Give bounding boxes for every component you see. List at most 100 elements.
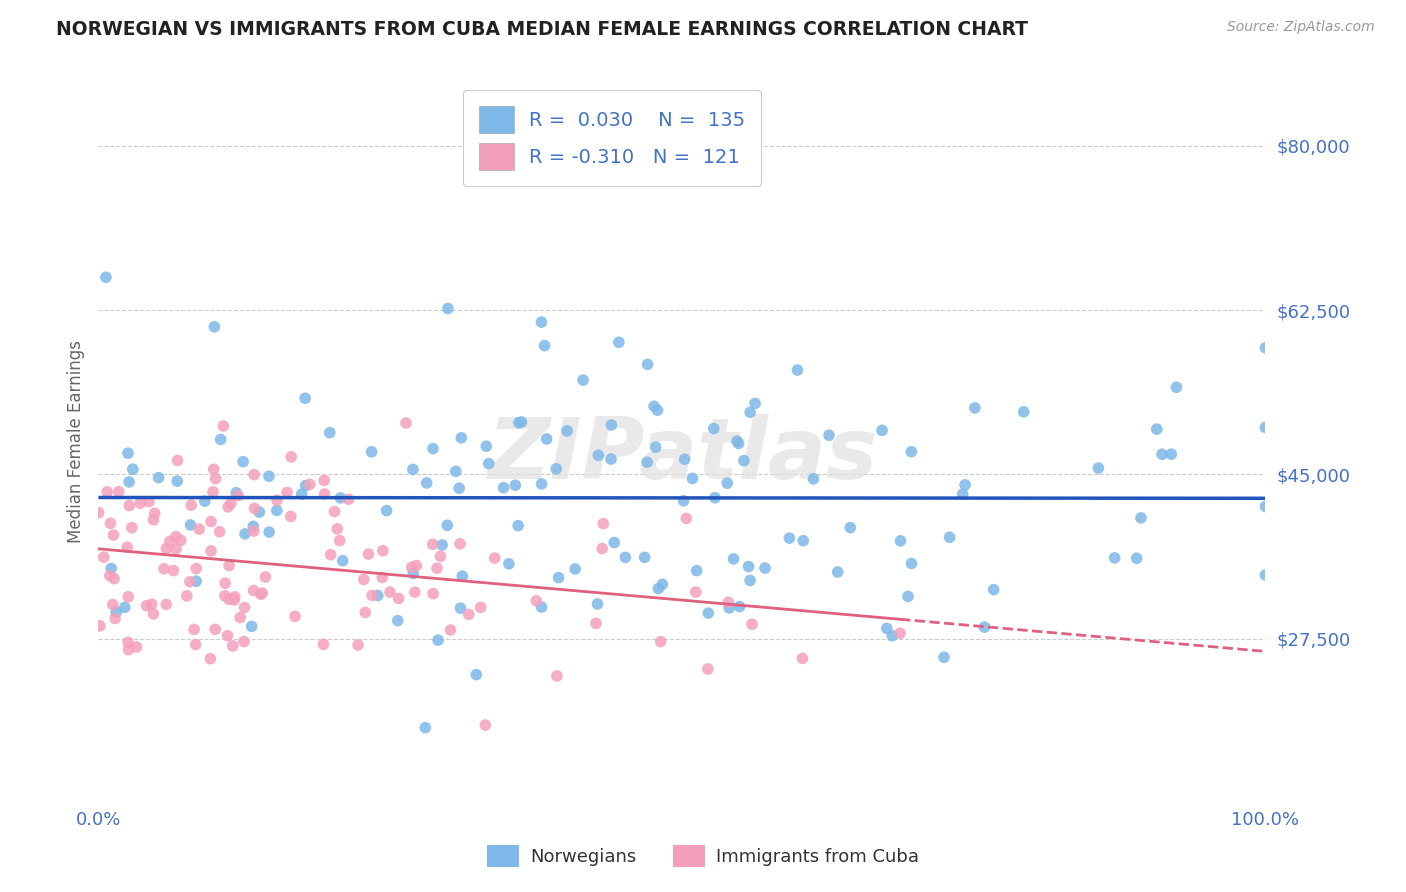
Point	[354, 606, 377, 620]
Point	[276, 485, 298, 500]
Point	[266, 493, 288, 508]
Point	[180, 498, 202, 512]
Point	[250, 586, 273, 600]
Point	[725, 434, 748, 449]
Point	[1254, 500, 1277, 514]
Point	[870, 423, 893, 437]
Point	[329, 491, 352, 505]
Point	[179, 574, 201, 589]
Point	[422, 587, 444, 601]
Point	[728, 599, 751, 614]
Point	[530, 476, 553, 491]
Point	[242, 583, 264, 598]
Point	[312, 637, 335, 651]
Point	[675, 511, 697, 525]
Point	[716, 476, 738, 491]
Point	[524, 594, 547, 608]
Point	[233, 600, 256, 615]
Point	[973, 620, 995, 634]
Point	[204, 623, 226, 637]
Point	[242, 519, 264, 533]
Point	[633, 550, 655, 565]
Point	[89, 619, 111, 633]
Point	[93, 550, 115, 565]
Point	[682, 471, 704, 485]
Point	[103, 528, 125, 542]
Point	[413, 721, 436, 735]
Point	[533, 338, 555, 352]
Point	[155, 598, 177, 612]
Point	[754, 561, 776, 575]
Point	[651, 577, 673, 591]
Point	[129, 496, 152, 510]
Point	[938, 530, 960, 544]
Point	[429, 549, 451, 564]
Point	[637, 358, 659, 372]
Point	[294, 391, 316, 405]
Point	[217, 500, 239, 514]
Point	[474, 718, 496, 732]
Point	[733, 453, 755, 467]
Point	[101, 598, 124, 612]
Point	[686, 564, 709, 578]
Point	[100, 561, 122, 575]
Point	[257, 469, 280, 483]
Point	[118, 499, 141, 513]
Point	[449, 537, 471, 551]
Point	[727, 436, 749, 450]
Point	[222, 593, 245, 607]
Point	[347, 638, 370, 652]
Point	[475, 439, 498, 453]
Point	[117, 446, 139, 460]
Point	[148, 470, 170, 484]
Point	[243, 501, 266, 516]
Point	[387, 614, 409, 628]
Point	[143, 506, 166, 520]
Point	[600, 452, 623, 467]
Point	[219, 496, 242, 510]
Point	[1104, 550, 1126, 565]
Point	[672, 493, 695, 508]
Point	[225, 485, 247, 500]
Point	[395, 416, 418, 430]
Point	[204, 472, 226, 486]
Point	[378, 585, 401, 599]
Point	[586, 597, 609, 611]
Point	[186, 561, 208, 575]
Point	[744, 396, 766, 410]
Point	[404, 585, 426, 599]
Point	[717, 595, 740, 609]
Point	[214, 589, 236, 603]
Point	[876, 621, 898, 635]
Point	[243, 524, 266, 538]
Point	[415, 475, 437, 490]
Point	[470, 600, 492, 615]
Point	[897, 590, 920, 604]
Point	[250, 587, 273, 601]
Point	[1012, 405, 1035, 419]
Point	[402, 462, 425, 476]
Point	[114, 600, 136, 615]
Point	[555, 424, 578, 438]
Point	[142, 513, 165, 527]
Point	[444, 464, 467, 478]
Point	[229, 610, 252, 624]
Point	[478, 457, 501, 471]
Point	[105, 605, 128, 619]
Point	[200, 515, 222, 529]
Point	[218, 592, 240, 607]
Point	[792, 651, 814, 665]
Point	[96, 484, 118, 499]
Point	[232, 455, 254, 469]
Point	[932, 650, 955, 665]
Point	[186, 574, 208, 589]
Point	[94, 270, 117, 285]
Point	[212, 419, 235, 434]
Point	[319, 548, 342, 562]
Point	[786, 363, 808, 377]
Point	[332, 554, 354, 568]
Point	[839, 520, 862, 534]
Point	[900, 557, 922, 571]
Point	[87, 506, 110, 520]
Point	[508, 416, 530, 430]
